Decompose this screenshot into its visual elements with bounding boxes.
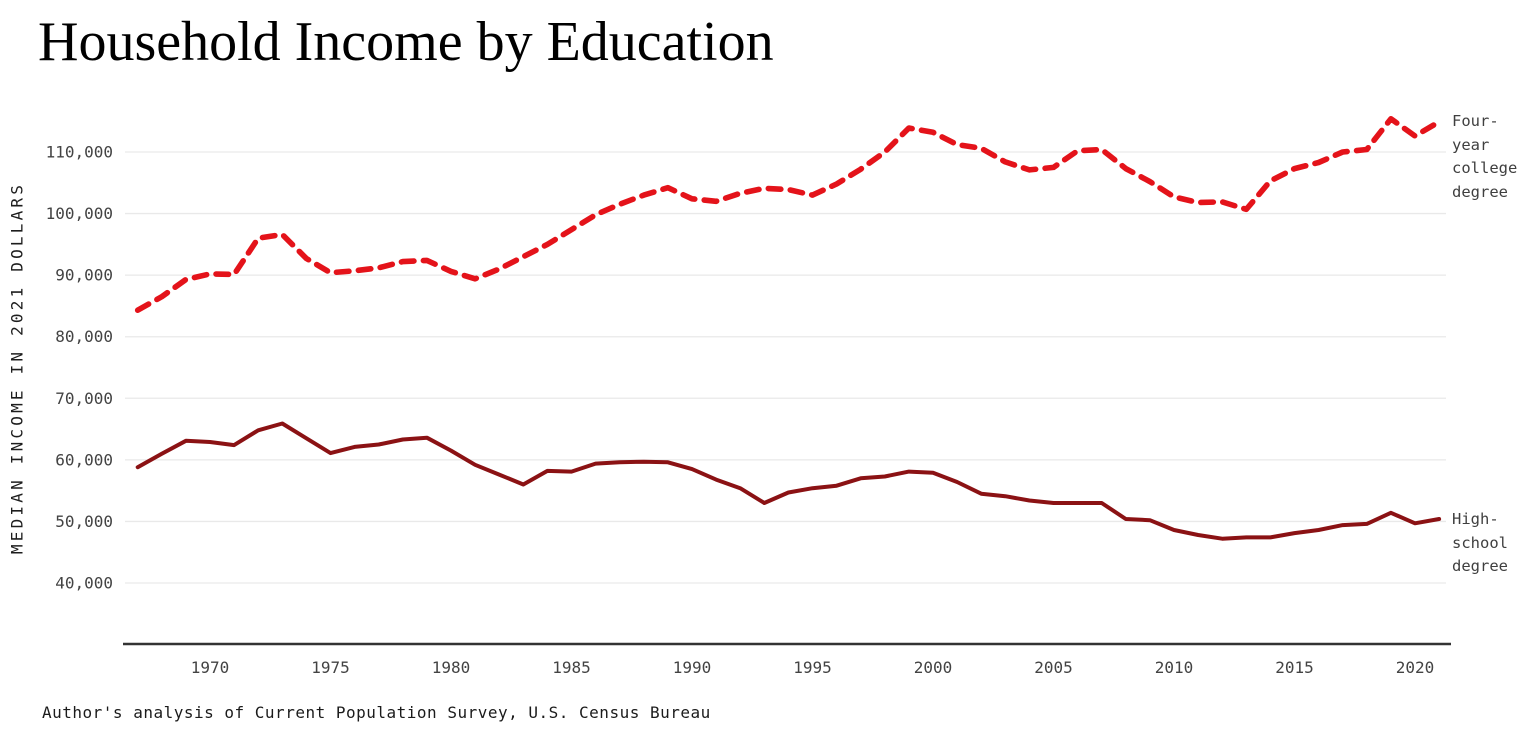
x-tick-label: 1985 (552, 658, 591, 677)
x-tick-label: 1975 (311, 658, 350, 677)
x-tick-label: 1980 (432, 658, 471, 677)
x-tick-label: 1990 (673, 658, 712, 677)
x-tick-label: 2000 (914, 658, 953, 677)
y-tick-label: 80,000 (55, 327, 113, 346)
legend-label-college: Four- year college degree (1452, 112, 1518, 201)
y-tick-label: 60,000 (55, 450, 113, 469)
x-tick-label: 2010 (1155, 658, 1194, 677)
x-tick-label: 1995 (793, 658, 832, 677)
x-tick-label: 2015 (1275, 658, 1314, 677)
x-tick-label: 2020 (1396, 658, 1435, 677)
x-tick-label: 2005 (1034, 658, 1073, 677)
y-tick-label: 40,000 (55, 574, 113, 593)
college-line (134, 116, 1442, 314)
source-note: Author's analysis of Current Population … (42, 703, 711, 722)
legend-label-highschool: High- school degree (1452, 510, 1508, 575)
page-title: Household Income by Education (38, 11, 774, 73)
y-tick-label: 50,000 (55, 512, 113, 531)
y-tick-label: 110,000 (46, 143, 113, 162)
highschool-line (135, 421, 1442, 541)
y-axis-title: MEDIAN INCOME IN 2021 DOLLARS (7, 181, 27, 555)
x-tick-label: 1970 (191, 658, 230, 677)
y-tick-label: 90,000 (55, 266, 113, 285)
y-tick-label: 100,000 (46, 204, 113, 223)
y-tick-label: 70,000 (55, 389, 113, 408)
